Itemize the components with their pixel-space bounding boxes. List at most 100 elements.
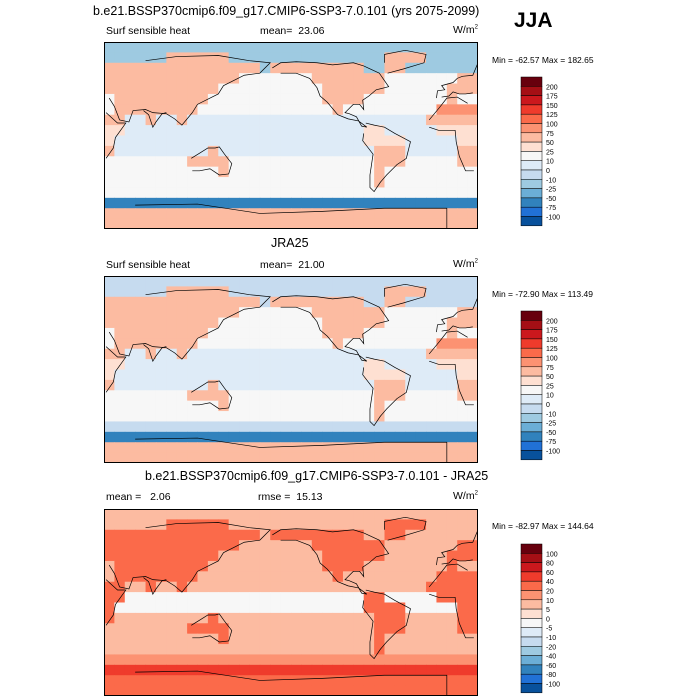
map-cell bbox=[197, 197, 209, 209]
map-cell bbox=[176, 135, 188, 147]
map-cell bbox=[207, 208, 219, 220]
map-cell bbox=[436, 42, 448, 53]
map-cell bbox=[124, 166, 136, 178]
map-cell bbox=[124, 296, 136, 308]
map-cell bbox=[155, 633, 167, 645]
colorbar-box bbox=[520, 357, 543, 368]
map-cell bbox=[394, 307, 406, 319]
map-cell bbox=[228, 42, 240, 53]
map-cell bbox=[415, 135, 427, 147]
map-cell bbox=[332, 338, 344, 350]
map-cell bbox=[436, 276, 448, 287]
map-cell bbox=[342, 644, 354, 655]
map-cell bbox=[322, 286, 334, 298]
map-cell bbox=[239, 73, 250, 85]
map-cell bbox=[322, 379, 334, 391]
map-cell bbox=[467, 390, 478, 402]
map-cell bbox=[239, 42, 250, 53]
colorbar-tick-label: 150 bbox=[546, 103, 558, 110]
map-cell bbox=[249, 187, 261, 199]
map-cell bbox=[104, 145, 115, 157]
map-cell bbox=[446, 452, 458, 463]
map-cell bbox=[155, 42, 167, 53]
map-cell bbox=[135, 62, 147, 74]
map-cell bbox=[394, 560, 406, 572]
map-cell bbox=[218, 42, 230, 53]
map-cell bbox=[415, 379, 427, 391]
colorbar-tick-label: -10 bbox=[546, 177, 556, 184]
map-cell bbox=[436, 560, 448, 572]
map-cell bbox=[363, 675, 375, 687]
map-cell bbox=[166, 93, 178, 105]
map-cell bbox=[270, 529, 282, 541]
map-cell bbox=[446, 177, 458, 188]
map-cell bbox=[228, 581, 240, 593]
colorbar-box bbox=[520, 310, 543, 321]
map-cell bbox=[291, 581, 302, 593]
map-cell bbox=[280, 369, 292, 381]
map-cell bbox=[124, 73, 136, 85]
map-cell bbox=[114, 197, 126, 209]
map-cell bbox=[280, 633, 292, 645]
map-cell bbox=[124, 581, 136, 593]
map-cell bbox=[259, 612, 271, 624]
map-cell bbox=[166, 540, 178, 552]
map-cell bbox=[259, 623, 271, 635]
map-cell bbox=[426, 286, 437, 298]
map-cell bbox=[114, 208, 126, 220]
panel3-mean: mean = 2.06 bbox=[106, 491, 171, 503]
map-cell bbox=[415, 612, 427, 624]
map-cell bbox=[426, 307, 437, 319]
map-cell bbox=[467, 114, 478, 126]
map-cell bbox=[239, 390, 250, 402]
map-cell bbox=[207, 317, 219, 329]
map-cell bbox=[135, 187, 147, 199]
panel3-mean-value: 2.06 bbox=[150, 491, 171, 503]
map-cell bbox=[187, 338, 198, 350]
map-cell bbox=[415, 145, 427, 157]
map-cell bbox=[187, 327, 198, 339]
panel1-map bbox=[104, 42, 478, 229]
map-cell bbox=[342, 52, 354, 64]
map-cell bbox=[187, 359, 198, 370]
map-cell bbox=[239, 276, 250, 287]
map-cell bbox=[124, 208, 136, 220]
map-cell bbox=[457, 400, 469, 412]
map-cell bbox=[291, 602, 302, 614]
map-cell bbox=[187, 612, 198, 624]
map-cell bbox=[104, 529, 115, 541]
map-cell bbox=[259, 675, 271, 687]
map-cell bbox=[415, 452, 427, 463]
map-cell bbox=[446, 73, 458, 85]
map-cell bbox=[207, 286, 219, 298]
map-cell bbox=[322, 156, 334, 168]
map-cell bbox=[374, 62, 385, 74]
map-cell bbox=[187, 654, 198, 666]
map-cell bbox=[353, 431, 365, 443]
map-cell bbox=[228, 156, 240, 168]
map-cell bbox=[207, 685, 219, 696]
map-cell bbox=[280, 675, 292, 687]
map-cell bbox=[207, 296, 219, 308]
map-cell bbox=[436, 145, 448, 157]
map-cell bbox=[436, 218, 448, 229]
map-cell bbox=[218, 400, 230, 412]
map-cell bbox=[342, 114, 354, 126]
map-cell bbox=[332, 581, 344, 593]
map-cell bbox=[176, 317, 188, 329]
map-cell bbox=[322, 581, 334, 593]
map-cell bbox=[259, 286, 271, 298]
map-cell bbox=[259, 62, 271, 74]
map-cell bbox=[155, 550, 167, 562]
map-cell bbox=[457, 644, 469, 655]
map-cell bbox=[270, 431, 282, 443]
map-cell bbox=[176, 348, 188, 360]
map-cell bbox=[405, 664, 417, 676]
map-cell bbox=[322, 93, 334, 105]
map-cell bbox=[228, 177, 240, 188]
map-cell bbox=[353, 177, 365, 188]
map-cell bbox=[207, 135, 219, 147]
map-cell bbox=[353, 104, 365, 116]
map-cell bbox=[104, 208, 115, 220]
map-cell bbox=[301, 612, 313, 624]
